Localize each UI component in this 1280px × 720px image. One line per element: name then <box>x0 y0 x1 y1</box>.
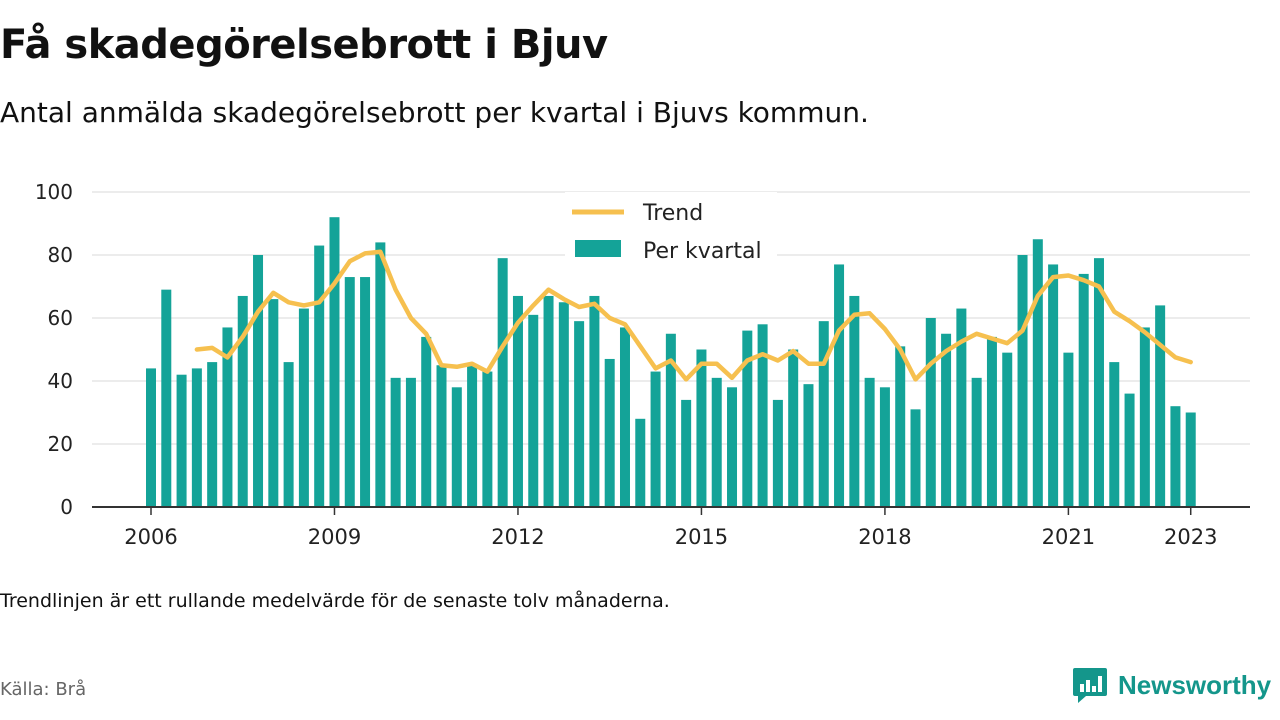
bar-2016-Q1 <box>757 324 768 507</box>
x-tick-label: 2012 <box>491 525 544 549</box>
trend-layer <box>194 249 1193 382</box>
bar-2015-Q4 <box>742 330 753 507</box>
bar-2019-Q1 <box>941 333 952 507</box>
legend-background <box>565 192 777 272</box>
bar-2022-Q3 <box>1155 305 1166 507</box>
bar-2010-Q4 <box>436 365 447 507</box>
bar-2017-Q1 <box>818 321 829 507</box>
y-tick-label: 100 <box>35 180 73 204</box>
x-tick-label: 2015 <box>675 525 728 549</box>
bar-2012-Q3 <box>543 295 554 507</box>
page-title: Få skadegörelsebrott i Bjuv <box>0 22 608 68</box>
bar-2016-Q3 <box>788 349 799 507</box>
bar-2007-Q4 <box>253 255 264 507</box>
bar-2020-Q2 <box>1017 255 1028 507</box>
bar-2010-Q1 <box>390 377 401 507</box>
page-subtitle: Antal anmälda skadegörelsebrott per kvar… <box>0 96 869 129</box>
bar-2014-Q1 <box>635 418 646 507</box>
x-tick-label: 2009 <box>308 525 361 549</box>
bar-2020-Q3 <box>1032 239 1043 507</box>
trend-note: Trendlinjen är ett rullande medelvärde f… <box>0 590 670 612</box>
bar-2018-Q4 <box>925 318 936 507</box>
y-tick-label: 80 <box>48 243 73 267</box>
bar-2019-Q3 <box>971 377 982 507</box>
y-tick-label: 20 <box>48 432 73 456</box>
newsworthy-logo-icon <box>1073 668 1107 703</box>
bar-2014-Q2 <box>650 371 661 507</box>
trend-line <box>194 249 1193 382</box>
bar-2012-Q1 <box>512 295 523 507</box>
bar-2011-Q2 <box>467 365 478 507</box>
y-tick-label: 0 <box>60 495 73 519</box>
bar-2006-Q1 <box>146 368 156 507</box>
bar-2006-Q4 <box>191 368 202 507</box>
bar-2015-Q2 <box>711 377 722 507</box>
bar-2017-Q2 <box>834 264 845 507</box>
legend-bars-swatch <box>575 240 621 257</box>
bar-2011-Q4 <box>497 258 508 507</box>
bar-2015-Q1 <box>696 349 707 507</box>
bar-2009-Q3 <box>360 277 371 507</box>
bar-2008-Q1 <box>268 299 279 507</box>
bar-2012-Q2 <box>528 314 539 507</box>
bar-2017-Q4 <box>864 377 875 507</box>
bar-2021-Q1 <box>1063 352 1074 507</box>
y-tick-label: 40 <box>48 369 73 393</box>
bar-2009-Q1 <box>329 217 340 507</box>
bar-2023-Q1 <box>1185 412 1196 507</box>
source-label: Källa: Brå <box>0 679 87 700</box>
legend-bars-label: Per kvartal <box>643 239 762 264</box>
bar-2007-Q3 <box>237 295 248 507</box>
bar-2016-Q2 <box>772 399 783 507</box>
bar-2013-Q3 <box>604 358 615 507</box>
bar-2008-Q4 <box>314 245 325 508</box>
bar-2012-Q4 <box>558 302 569 507</box>
legend-trend-label: Trend <box>642 201 703 226</box>
axis-layer: 0 20 40 60 80 100 2006 2009 2012 2015 2018 2021 2023 <box>35 180 1250 549</box>
x-tick-label: 2021 <box>1042 525 1095 549</box>
bar-2010-Q3 <box>421 336 432 507</box>
bar-2008-Q2 <box>283 362 294 507</box>
bar-2019-Q2 <box>956 308 967 507</box>
x-tick-label: 2018 <box>858 525 911 549</box>
bar-2007-Q1 <box>207 362 218 507</box>
bar-2006-Q3 <box>176 374 187 507</box>
bar-2015-Q3 <box>727 387 738 507</box>
bar-2019-Q4 <box>986 336 997 507</box>
bar-2014-Q3 <box>665 333 676 507</box>
brand-logo[interactable]: Newsworthy <box>1072 665 1271 705</box>
bar-2018-Q1 <box>879 387 890 507</box>
bar-2008-Q3 <box>298 308 309 507</box>
bar-2021-Q4 <box>1109 362 1120 507</box>
bar-2011-Q3 <box>482 371 493 507</box>
y-tick-label: 60 <box>48 306 73 330</box>
bar-2007-Q2 <box>222 327 233 507</box>
bar-2009-Q4 <box>375 242 386 507</box>
bar-2006-Q2 <box>161 289 172 507</box>
bar-2021-Q3 <box>1093 258 1104 507</box>
bar-2009-Q2 <box>344 277 355 507</box>
bar-2013-Q1 <box>574 321 585 507</box>
bar-2022-Q4 <box>1170 406 1181 507</box>
bar-2018-Q2 <box>895 346 906 507</box>
bar-line-chart: 0 20 40 60 80 100 2006 2009 2012 2015 2018 2021 2023… <box>35 180 1250 549</box>
legend: Trend Per kvartal <box>565 192 777 272</box>
brand-name: Newsworthy <box>1118 669 1272 700</box>
bar-layer <box>146 217 1196 508</box>
bar-2022-Q2 <box>1139 327 1150 507</box>
x-tick-label: 2006 <box>124 525 177 549</box>
bar-2017-Q3 <box>849 295 860 507</box>
bar-2021-Q2 <box>1078 273 1089 507</box>
x-tick-label: 2023 <box>1164 525 1217 549</box>
bar-2016-Q4 <box>803 384 814 507</box>
bar-2018-Q3 <box>910 409 921 507</box>
bar-2013-Q2 <box>589 295 600 507</box>
bar-2022-Q1 <box>1124 393 1135 507</box>
bar-2011-Q1 <box>451 387 462 507</box>
bar-2013-Q4 <box>619 327 630 507</box>
bar-2014-Q4 <box>681 399 692 507</box>
bar-2020-Q4 <box>1048 264 1059 507</box>
bar-2010-Q2 <box>405 377 416 507</box>
bar-2020-Q1 <box>1002 352 1013 507</box>
